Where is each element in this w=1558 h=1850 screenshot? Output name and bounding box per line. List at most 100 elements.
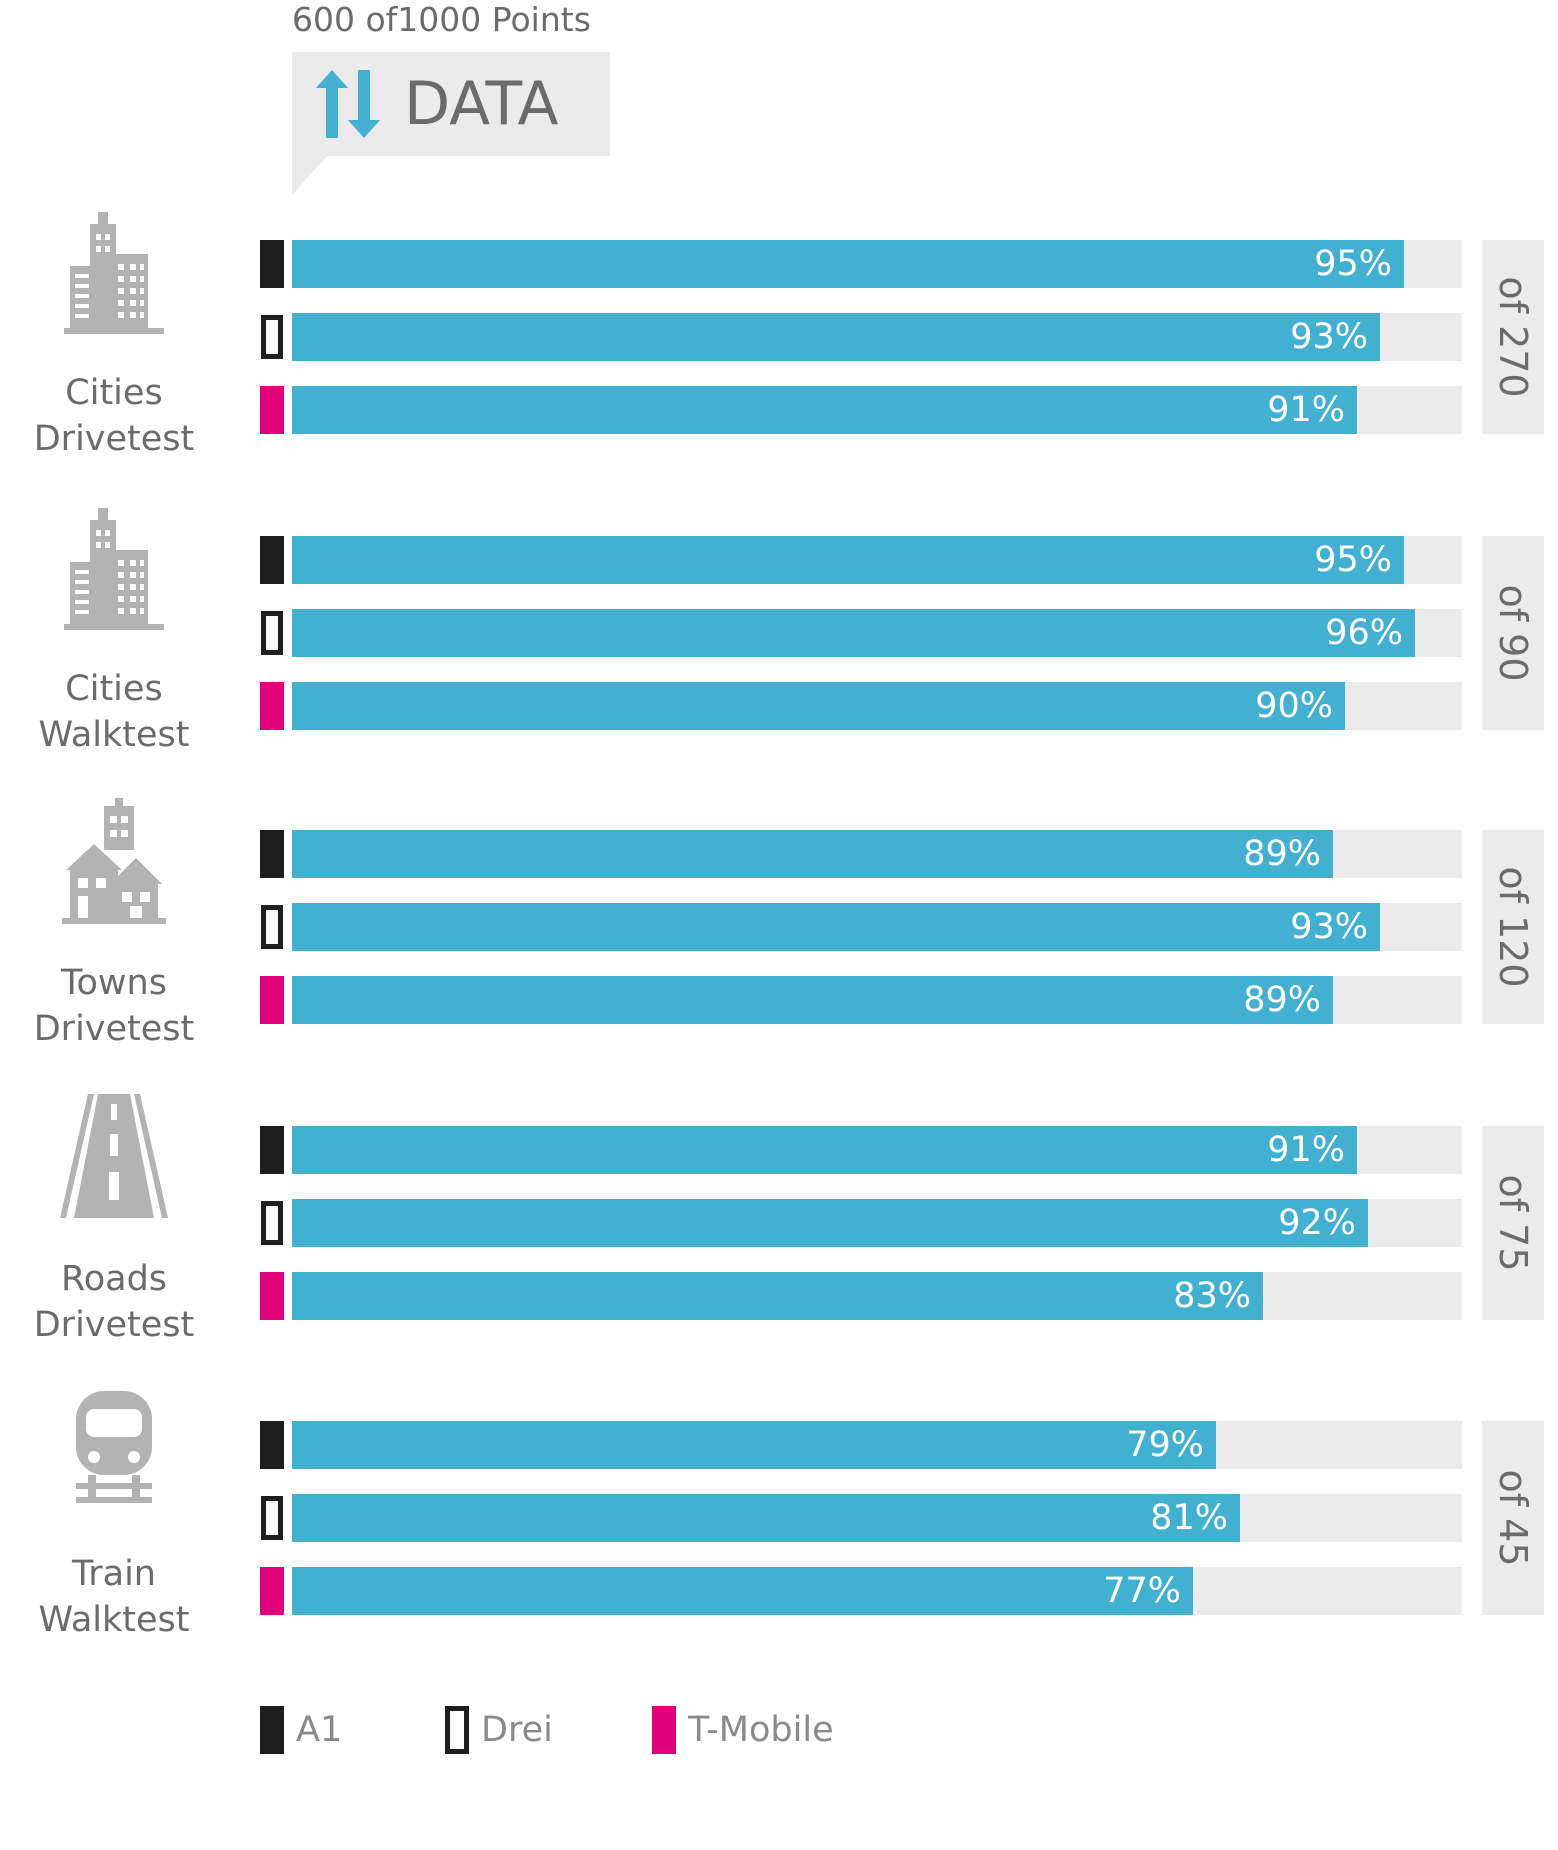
bar-value-label: 96% bbox=[1325, 613, 1403, 653]
bar-group: Cities Walktest 95% 96% bbox=[0, 508, 1558, 755]
category-label: Cities Walktest bbox=[14, 666, 214, 758]
bar-track: 89% bbox=[292, 976, 1462, 1024]
series-marker-a1 bbox=[260, 1126, 284, 1174]
bar-track: 93% bbox=[292, 903, 1462, 951]
bar: 83% bbox=[292, 1272, 1263, 1320]
bar-track: 89% bbox=[292, 830, 1462, 878]
category-label: Cities Drivetest bbox=[14, 370, 214, 462]
bar: 91% bbox=[292, 1126, 1357, 1174]
bar-track: 90% bbox=[292, 682, 1462, 730]
bar-track: 91% bbox=[292, 386, 1462, 434]
bar-group: Train Walktest 79% 81% bbox=[0, 1391, 1558, 1640]
legend-swatch-t-mobile bbox=[652, 1706, 676, 1754]
category-label-line2: Walktest bbox=[38, 1600, 190, 1640]
train-icon bbox=[76, 1391, 152, 1503]
series-marker-t-mobile bbox=[260, 682, 284, 730]
total-label: of 90 bbox=[1491, 584, 1535, 682]
bar-track: 93% bbox=[292, 313, 1462, 361]
bar-track: 77% bbox=[292, 1567, 1462, 1615]
legend-swatch-drei bbox=[445, 1706, 469, 1754]
total-box: of 90 bbox=[1482, 536, 1544, 730]
category-label-line1: Towns bbox=[61, 963, 167, 1003]
bar: 93% bbox=[292, 313, 1380, 361]
series-marker-drei bbox=[261, 611, 283, 655]
city-buildings-icon bbox=[64, 212, 164, 334]
category-label: Train Walktest bbox=[14, 1551, 214, 1643]
bar-value-label: 92% bbox=[1278, 1203, 1356, 1243]
bar-value-label: 95% bbox=[1314, 244, 1392, 284]
bar-track: 91% bbox=[292, 1126, 1462, 1174]
series-marker-drei bbox=[261, 315, 283, 359]
total-label: of 270 bbox=[1491, 276, 1535, 398]
bar-value-label: 90% bbox=[1255, 686, 1333, 726]
bar-value-label: 89% bbox=[1243, 834, 1321, 874]
bar-row-a1: 79% bbox=[0, 1421, 1558, 1469]
bar-track: 79% bbox=[292, 1421, 1462, 1469]
bar-value-label: 91% bbox=[1267, 1130, 1345, 1170]
total-box: of 120 bbox=[1482, 830, 1544, 1024]
total-box: of 45 bbox=[1482, 1421, 1544, 1615]
series-marker-drei bbox=[261, 1201, 283, 1245]
category-label: Roads Drivetest bbox=[14, 1256, 214, 1348]
bar-value-label: 83% bbox=[1173, 1276, 1251, 1316]
bar: 92% bbox=[292, 1199, 1368, 1247]
bar: 90% bbox=[292, 682, 1345, 730]
category-label-line1: Roads bbox=[60, 1259, 168, 1299]
legend-label-t-mobile: T-Mobile bbox=[688, 1710, 834, 1750]
bar-value-label: 77% bbox=[1103, 1571, 1181, 1611]
road-icon bbox=[60, 1094, 168, 1218]
series-marker-a1 bbox=[260, 536, 284, 584]
bar-value-label: 79% bbox=[1126, 1425, 1204, 1465]
bar-row-t-mobile: 83% bbox=[0, 1272, 1558, 1320]
series-marker-a1 bbox=[260, 240, 284, 288]
series-marker-a1 bbox=[260, 830, 284, 878]
series-marker-a1 bbox=[260, 1421, 284, 1469]
category-label-line2: Drivetest bbox=[33, 1009, 195, 1049]
series-marker-drei bbox=[261, 905, 283, 949]
bar-value-label: 95% bbox=[1314, 540, 1392, 580]
bar-row-drei: 81% bbox=[0, 1494, 1558, 1542]
category-label-line1: Cities bbox=[65, 373, 163, 413]
legend: A1 Drei T-Mobile bbox=[0, 1706, 1558, 1754]
bar: 89% bbox=[292, 830, 1333, 878]
series-marker-t-mobile bbox=[260, 1272, 284, 1320]
bar-row-drei: 93% bbox=[0, 313, 1558, 361]
total-label: of 120 bbox=[1491, 866, 1535, 988]
legend-label-a1: A1 bbox=[296, 1710, 343, 1750]
bar: 95% bbox=[292, 240, 1404, 288]
bar-value-label: 89% bbox=[1243, 980, 1321, 1020]
bar-track: 81% bbox=[292, 1494, 1462, 1542]
bar-row-drei: 93% bbox=[0, 903, 1558, 951]
bar: 91% bbox=[292, 386, 1357, 434]
category-label-line2: Drivetest bbox=[33, 1305, 195, 1345]
total-box: of 75 bbox=[1482, 1126, 1544, 1320]
category-label-line1: Train bbox=[72, 1554, 156, 1594]
bar-track: 92% bbox=[292, 1199, 1462, 1247]
bar: 89% bbox=[292, 976, 1333, 1024]
bar-row-drei: 96% bbox=[0, 609, 1558, 657]
points-summary: 600 of1000 Points bbox=[292, 0, 591, 39]
bar-group: Towns Drivetest 89% 93% bbox=[0, 798, 1558, 1049]
series-marker-t-mobile bbox=[260, 386, 284, 434]
bar-track: 95% bbox=[292, 240, 1462, 288]
bar-track: 95% bbox=[292, 536, 1462, 584]
total-box: of 270 bbox=[1482, 240, 1544, 434]
bar: 95% bbox=[292, 536, 1404, 584]
bar-row-drei: 92% bbox=[0, 1199, 1558, 1247]
total-label: of 45 bbox=[1491, 1469, 1535, 1567]
category-label-line2: Walktest bbox=[38, 715, 190, 755]
series-marker-t-mobile bbox=[260, 1567, 284, 1615]
bar-value-label: 93% bbox=[1290, 317, 1368, 357]
bar-track: 83% bbox=[292, 1272, 1462, 1320]
series-marker-drei bbox=[261, 1496, 283, 1540]
header-pointer bbox=[292, 155, 328, 195]
bar-row-a1: 91% bbox=[0, 1126, 1558, 1174]
category-label: Towns Drivetest bbox=[14, 960, 214, 1052]
bar-group: Roads Drivetest 91% 92% bbox=[0, 1094, 1558, 1345]
town-houses-icon bbox=[62, 798, 166, 924]
category-title: DATA bbox=[404, 69, 559, 139]
bar-row-t-mobile: 91% bbox=[0, 386, 1558, 434]
category-label-line2: Drivetest bbox=[33, 419, 195, 459]
bar-group: Cities Drivetest 95% 93% bbox=[0, 212, 1558, 459]
total-label: of 75 bbox=[1491, 1174, 1535, 1272]
